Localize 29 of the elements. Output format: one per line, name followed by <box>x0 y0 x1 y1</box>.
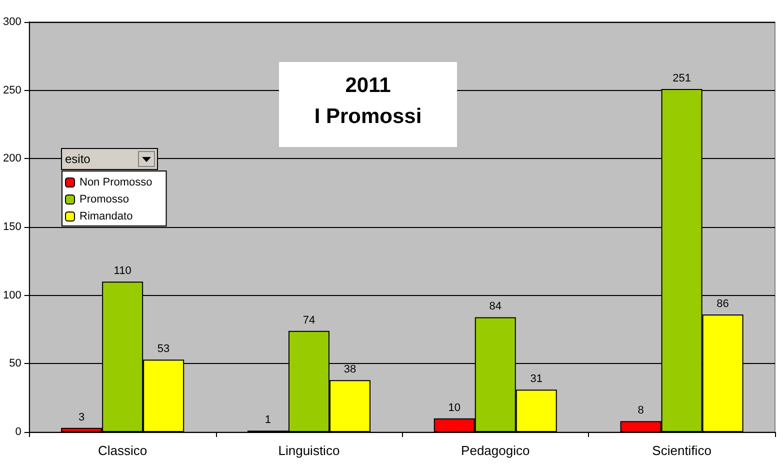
data-label: 251 <box>672 72 691 84</box>
data-label: 10 <box>448 402 461 414</box>
legend-label: Non Promosso <box>80 176 152 188</box>
data-label: 110 <box>114 265 132 278</box>
data-label: 38 <box>344 364 356 376</box>
y-tick-label: 300 <box>2 16 22 28</box>
y-tick-label: 100 <box>2 289 22 302</box>
legend-title: esito <box>65 152 90 166</box>
data-label: 53 <box>157 343 170 356</box>
legend-label: Rimandato <box>80 210 133 222</box>
y-tick-label: 150 <box>2 221 22 233</box>
y-tick-label: 0 <box>15 426 22 438</box>
x-tick-label: Pedagogico <box>461 443 530 458</box>
text: 2011 I Promossi <box>313 73 423 130</box>
legend-title-field: esito <box>61 148 158 170</box>
y-tick-label: 200 <box>2 152 22 165</box>
x-tick-label: Linguistico <box>278 443 340 458</box>
data-label: 74 <box>302 314 316 326</box>
data-label: 1 <box>264 414 272 426</box>
data-label: 3 <box>78 411 85 424</box>
data-label: 86 <box>716 298 729 310</box>
legend-label: Promosso <box>80 194 130 206</box>
x-tick-label: Classico <box>98 443 148 458</box>
data-label: 8 <box>638 404 644 417</box>
data-label: 31 <box>530 373 543 386</box>
x-tick-label: Scientifico <box>652 443 712 458</box>
y-tick-label: 250 <box>2 84 22 96</box>
y-tick-label: 50 <box>9 358 22 370</box>
data-label: 84 <box>489 300 502 313</box>
